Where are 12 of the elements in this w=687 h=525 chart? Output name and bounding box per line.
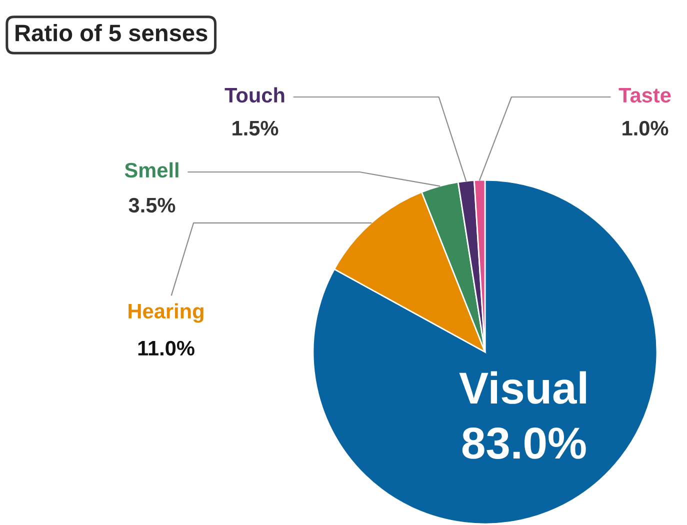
slice-label: Touch: [224, 87, 284, 103]
data-label: 3.5%: [128, 198, 176, 213]
slice-label: Hearing: [128, 303, 204, 323]
pie-slice: [312, 179, 658, 525]
data-label: 1.0%: [622, 120, 668, 136]
data-label: 11.0%: [138, 340, 194, 356]
data-label: 1.5%: [232, 120, 278, 136]
slice-label: Taste: [618, 88, 671, 103]
data-label: 83.0%: [462, 427, 586, 459]
slice-label: Smell: [124, 162, 178, 178]
chart-title: Ratio of 5 senses: [16, 24, 208, 42]
slice-label: Visual: [459, 371, 586, 404]
